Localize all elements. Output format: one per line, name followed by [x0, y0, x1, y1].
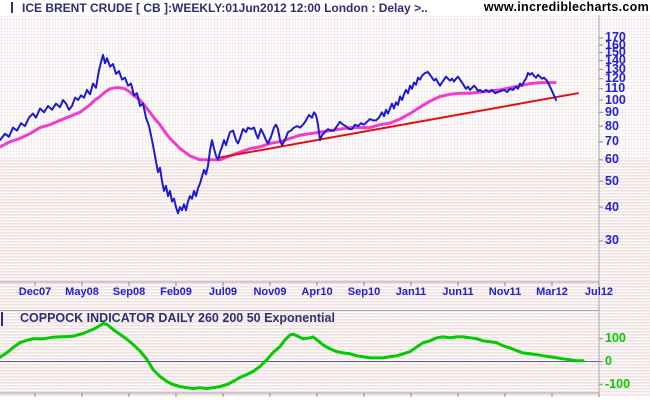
moving-average-line [0, 81, 557, 162]
chart-title: ICE BRENT CRUDE [ CB ]:WEEKLY:01Jun2012 … [22, 1, 428, 15]
title-bar [0, 0, 650, 15]
coppock-title-accent-mark [1, 312, 3, 326]
coppock-panel-title: COPPOCK INDICATOR DAILY 260 200 50 Expon… [20, 311, 335, 325]
coppock-line [0, 322, 585, 391]
trendline[interactable] [217, 92, 579, 159]
price-line [0, 53, 557, 215]
website-watermark: www.incrediblecharts.com [483, 0, 649, 14]
title-accent-mark [11, 2, 13, 13]
